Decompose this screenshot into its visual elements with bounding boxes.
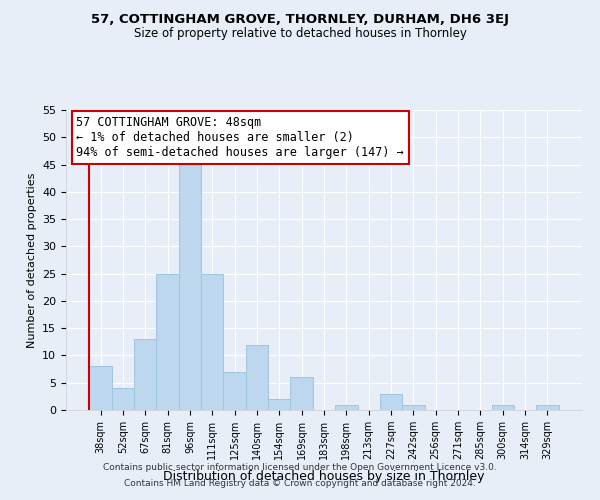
Text: 57, COTTINGHAM GROVE, THORNLEY, DURHAM, DH6 3EJ: 57, COTTINGHAM GROVE, THORNLEY, DURHAM, … bbox=[91, 12, 509, 26]
Bar bbox=[134, 339, 157, 410]
Bar bbox=[201, 274, 223, 410]
Text: Contains HM Land Registry data © Crown copyright and database right 2024.: Contains HM Land Registry data © Crown c… bbox=[124, 478, 476, 488]
Text: Contains public sector information licensed under the Open Government Licence v3: Contains public sector information licen… bbox=[103, 464, 497, 472]
Bar bbox=[246, 344, 268, 410]
X-axis label: Distribution of detached houses by size in Thornley: Distribution of detached houses by size … bbox=[163, 470, 485, 484]
Bar bbox=[223, 372, 246, 410]
Bar bbox=[112, 388, 134, 410]
Bar bbox=[268, 399, 290, 410]
Bar bbox=[491, 404, 514, 410]
Y-axis label: Number of detached properties: Number of detached properties bbox=[26, 172, 37, 348]
Bar bbox=[380, 394, 402, 410]
Text: 57 COTTINGHAM GROVE: 48sqm
← 1% of detached houses are smaller (2)
94% of semi-d: 57 COTTINGHAM GROVE: 48sqm ← 1% of detac… bbox=[76, 116, 404, 159]
Text: Size of property relative to detached houses in Thornley: Size of property relative to detached ho… bbox=[134, 28, 466, 40]
Bar bbox=[402, 404, 425, 410]
Bar bbox=[335, 404, 358, 410]
Bar bbox=[89, 366, 112, 410]
Bar bbox=[157, 274, 179, 410]
Bar bbox=[536, 404, 559, 410]
Bar bbox=[290, 378, 313, 410]
Bar bbox=[179, 159, 201, 410]
